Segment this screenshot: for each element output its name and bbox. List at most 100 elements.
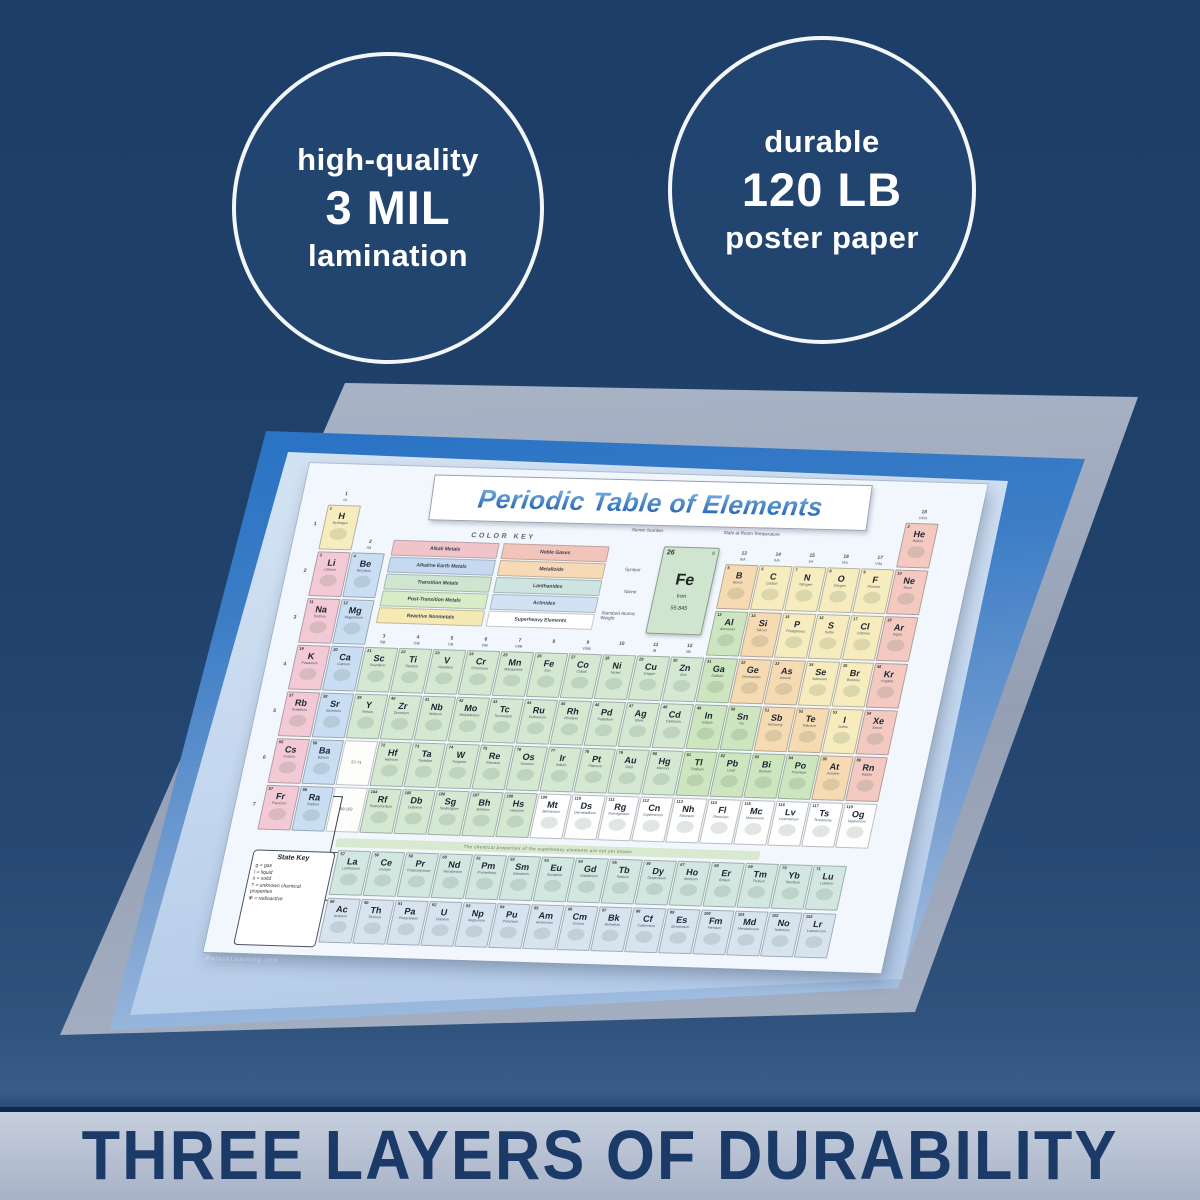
badge-line: durable [764, 124, 880, 159]
element-number: 74 [448, 744, 454, 750]
element-symbol: Pu [505, 909, 519, 920]
element-symbol: Li [326, 557, 337, 568]
element-name: Ytterbium [784, 880, 801, 885]
element-name: Aluminum [719, 626, 736, 631]
badge-line: high-quality [297, 142, 479, 177]
element-name: Technetium [494, 713, 513, 718]
element-symbol: Lu [821, 871, 835, 882]
element-number: 15 [784, 613, 791, 619]
element-name: Thorium [367, 915, 382, 920]
element-symbol: Ca [338, 651, 353, 662]
element-symbol: Al [723, 616, 735, 627]
element-illustration [287, 713, 307, 727]
element-name: Tellurium [801, 723, 817, 728]
element-number: 48 [662, 703, 669, 709]
element-number: 2 [907, 523, 911, 529]
element-symbol: Gd [582, 863, 598, 875]
element-symbol: Bi [761, 758, 773, 770]
element-number: 18 [886, 616, 893, 622]
element-symbol: Ba [318, 744, 332, 756]
element-number: 36 [876, 663, 883, 669]
element-number: 82 [720, 752, 726, 758]
element-name: Calcium [336, 661, 351, 666]
element-number: 38 [322, 693, 329, 699]
element-number: 33 [774, 660, 781, 666]
element-name: Barium [317, 754, 330, 760]
element-number: 39 [356, 694, 363, 700]
element-illustration [674, 820, 695, 833]
element-symbol: Kr [882, 668, 896, 679]
element-name: Samarium [512, 871, 530, 877]
element-symbol: Mn [507, 656, 523, 668]
element-symbol: Lr [812, 919, 824, 930]
element-illustration [399, 670, 420, 683]
badge-line: poster paper [725, 220, 919, 255]
element-illustration [301, 808, 321, 821]
element-illustration [637, 677, 658, 691]
element-name: Rubidium [291, 707, 308, 712]
element-number: 89 [329, 898, 336, 904]
element-number: 55 [278, 738, 285, 744]
element-symbol: Pa [403, 906, 417, 917]
element-number: 34 [808, 661, 815, 667]
element-illustration [705, 680, 725, 693]
element-illustration [402, 811, 423, 825]
element-name: Boron [732, 579, 744, 585]
element-name: Cadmium [665, 718, 682, 724]
group-label: VA [808, 559, 814, 564]
element-name: Silicon [756, 627, 768, 632]
element-number: 83 [754, 753, 760, 759]
element-name: Neptunium [467, 918, 486, 923]
element-number: 22 [400, 648, 407, 654]
element-illustration [627, 724, 647, 738]
element-symbol: Ds [579, 800, 594, 811]
element-name: Gold [625, 764, 634, 769]
element-illustration [814, 888, 835, 901]
group-label: IVA [773, 558, 781, 563]
element-symbol: Nd [447, 859, 462, 870]
element-symbol: Ga [711, 663, 727, 674]
element-symbol: Xe [872, 715, 886, 726]
element-name: Niobium [428, 711, 443, 716]
element-symbol: Os [521, 751, 536, 762]
element-name: Arsenic [779, 675, 792, 680]
element-symbol: Bh [477, 796, 492, 808]
element-name: Lead [726, 767, 736, 772]
element-name: Rhenium [485, 760, 501, 765]
element-number: 109 [540, 793, 548, 800]
element-name: Flerovium [712, 814, 730, 819]
element-name: Magnesium [344, 614, 364, 620]
element-name: Mercury [656, 765, 670, 770]
element-symbol: Pd [600, 706, 614, 718]
element-symbol: Rb [294, 697, 309, 708]
element-symbol: H [337, 510, 347, 521]
element-symbol: Er [720, 868, 733, 879]
element-symbol: He [912, 528, 927, 539]
element-name: Scandium [369, 662, 386, 667]
element-symbol: Nh [681, 803, 696, 814]
element-symbol: U [439, 907, 449, 918]
element-number: 58 [373, 852, 380, 858]
element-illustration [328, 920, 348, 934]
element-number: 56 [312, 739, 319, 745]
element-symbol: Ho [685, 867, 700, 878]
element-number: 118 [846, 803, 854, 809]
element-symbol: Ac [335, 904, 349, 915]
element-illustration [538, 815, 559, 829]
element-illustration [820, 777, 841, 791]
element-name: Oganesson [847, 818, 867, 824]
element-illustration [464, 925, 484, 938]
element-name: Vanadium [437, 664, 454, 670]
element-name: Lithium [324, 567, 337, 572]
element-name: Radon [861, 772, 873, 777]
element-number: 3 [319, 551, 323, 557]
element-number: 90 [363, 899, 370, 906]
element-illustration [572, 817, 593, 830]
element-name: Helium [912, 538, 924, 543]
element-name: Carbon [765, 580, 779, 586]
element-symbol: Ne [902, 575, 917, 586]
element-symbol: Zr [397, 700, 409, 711]
element-symbol: Ta [420, 748, 433, 759]
element-symbol: Fm [708, 915, 724, 927]
element-illustration [817, 636, 838, 650]
